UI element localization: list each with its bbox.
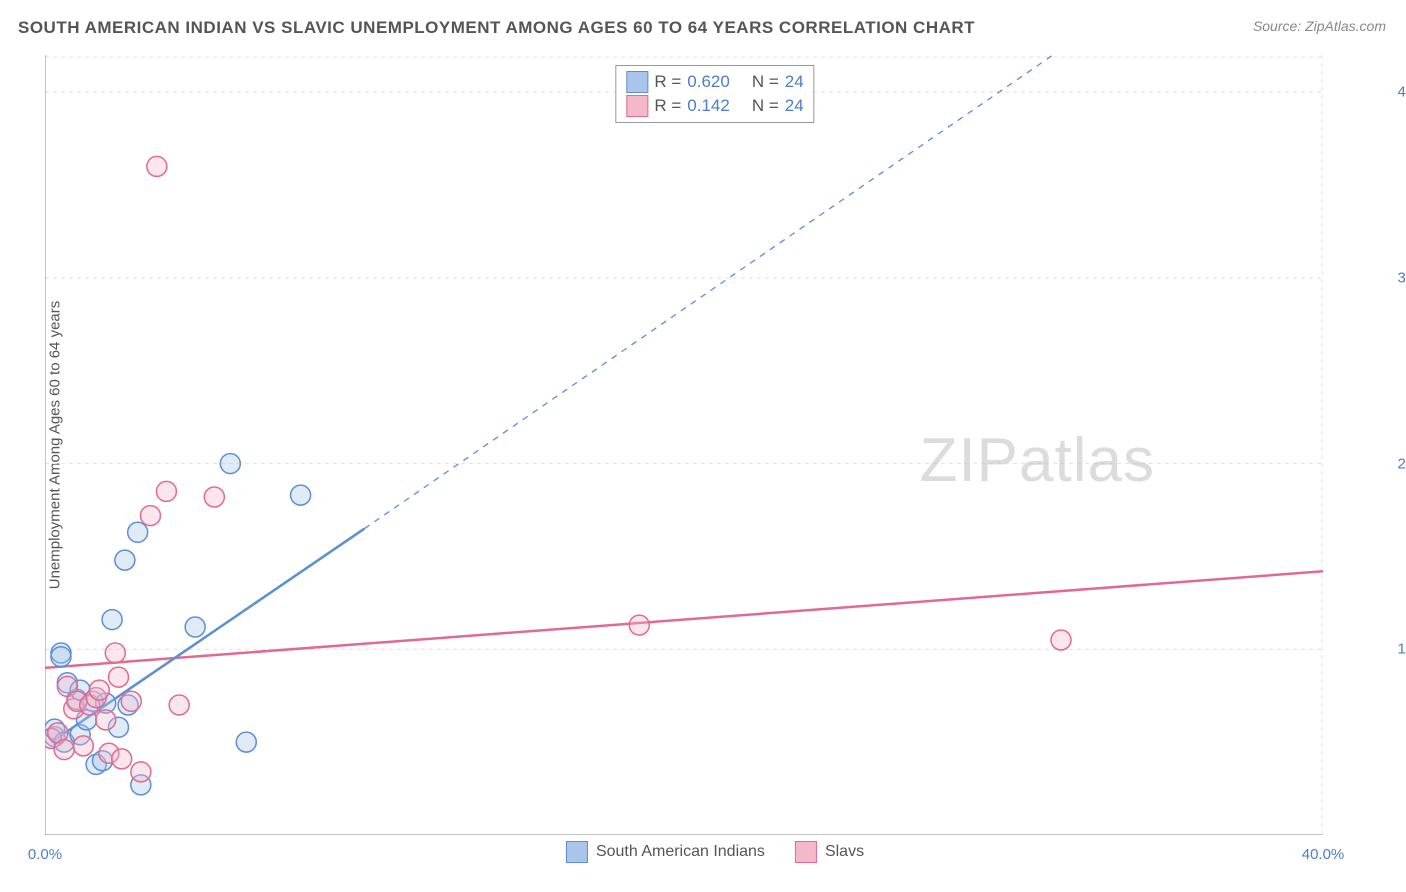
legend-n-label: N = xyxy=(752,72,779,92)
source-attribution: Source: ZipAtlas.com xyxy=(1253,18,1386,34)
legend-swatch xyxy=(566,841,588,863)
chart-title: SOUTH AMERICAN INDIAN VS SLAVIC UNEMPLOY… xyxy=(18,18,975,38)
legend-r-value: 0.142 xyxy=(687,96,730,116)
y-tick-label: 30.0% xyxy=(1397,269,1406,286)
legend-swatch xyxy=(626,95,648,117)
legend-swatch xyxy=(626,71,648,93)
legend-r-label: R = xyxy=(654,72,681,92)
x-tick-label: 0.0% xyxy=(28,846,62,863)
series-legend-label: Slavs xyxy=(825,843,864,861)
legend-n-label: N = xyxy=(752,96,779,116)
legend-r-value: 0.620 xyxy=(687,72,730,92)
legend-r-label: R = xyxy=(654,96,681,116)
legend-row: R = 0.620 N = 24 xyxy=(626,70,803,94)
series-legend-label: South American Indians xyxy=(596,843,765,861)
legend-row: R = 0.142 N = 24 xyxy=(626,94,803,118)
y-tick-label: 10.0% xyxy=(1397,641,1406,658)
legend-swatch xyxy=(795,841,817,863)
series-legend-item: Slavs xyxy=(795,841,864,863)
legend-n-value: 24 xyxy=(785,96,804,116)
x-tick-label: 40.0% xyxy=(1302,846,1345,863)
y-tick-label: 20.0% xyxy=(1397,455,1406,472)
series-legend-item: South American Indians xyxy=(566,841,765,863)
chart-area: Unemployment Among Ages 60 to 64 years Z… xyxy=(45,55,1385,835)
watermark-text: ZIPatlas xyxy=(920,425,1155,496)
correlation-legend: R = 0.620 N = 24 R = 0.142 N = 24 xyxy=(615,65,814,123)
y-tick-label: 40.0% xyxy=(1397,84,1406,101)
legend-n-value: 24 xyxy=(785,72,804,92)
series-legend: South American Indians Slavs xyxy=(566,841,864,863)
